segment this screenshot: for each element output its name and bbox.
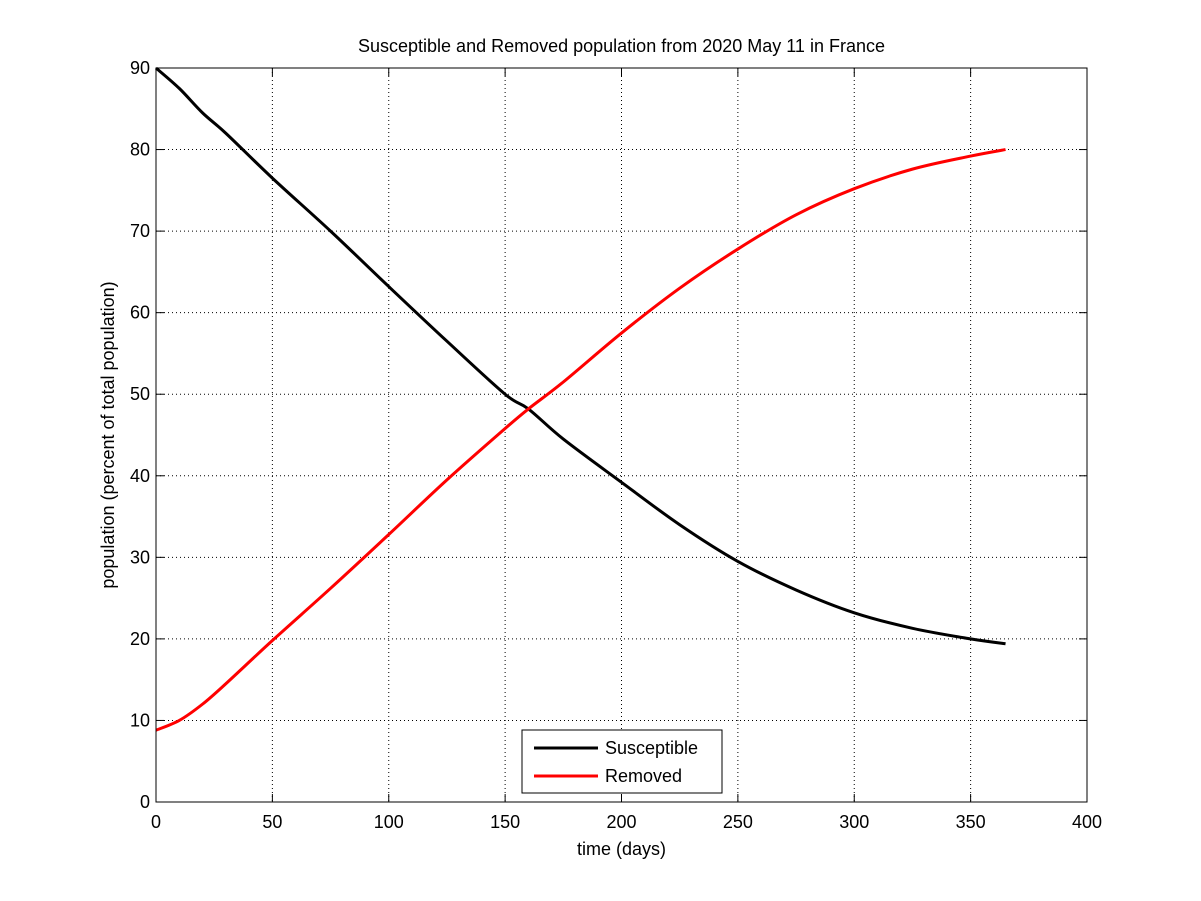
x-tick-label: 350 [956, 812, 986, 832]
x-tick-label: 250 [723, 812, 753, 832]
x-tick-label: 50 [262, 812, 282, 832]
x-tick-label: 0 [151, 812, 161, 832]
y-tick-label: 10 [130, 710, 150, 730]
chart-title: Susceptible and Removed population from … [358, 36, 885, 56]
series-lines [155, 66, 1006, 732]
y-tick-label: 30 [130, 547, 150, 567]
legend-label-susceptible: Susceptible [605, 738, 698, 758]
series-line-removed [155, 148, 1006, 732]
x-tick-label: 200 [606, 812, 636, 832]
legend: Susceptible Removed [521, 729, 723, 794]
y-tick-label: 50 [130, 384, 150, 404]
legend-label-removed: Removed [605, 766, 682, 786]
y-tick-label: 40 [130, 466, 150, 486]
y-axis-label: population (percent of total population) [98, 281, 118, 588]
y-tick-label: 80 [130, 140, 150, 160]
y-tick-label: 90 [130, 58, 150, 78]
y-tick-label: 60 [130, 303, 150, 323]
y-tick-label: 20 [130, 629, 150, 649]
x-axis-label: time (days) [577, 839, 666, 859]
x-tick-label: 100 [374, 812, 404, 832]
y-tick-label: 0 [140, 792, 150, 812]
x-tick-label: 150 [490, 812, 520, 832]
tick-labels: 0 50 100 150 200 250 300 350 400 0 10 20 30 40 50 60 70 8… [130, 58, 1102, 832]
x-tick-label: 400 [1072, 812, 1102, 832]
y-tick-label: 70 [130, 221, 150, 241]
axis-ticks [155, 67, 1088, 803]
x-tick-label: 300 [839, 812, 869, 832]
legend-box [521, 729, 723, 794]
